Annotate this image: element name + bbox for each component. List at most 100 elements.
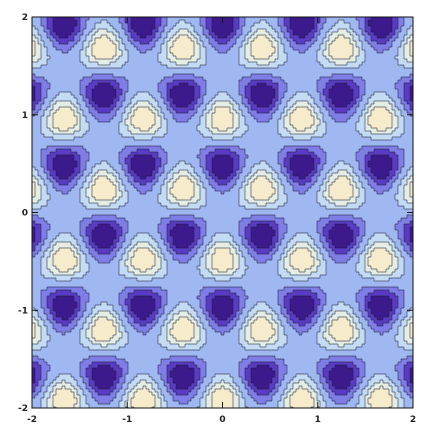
contour-cell [83, 239, 90, 243]
contour-cell [323, 227, 333, 231]
contour-cell [167, 128, 198, 132]
contour-cell [287, 26, 291, 30]
contour-cell [80, 92, 87, 96]
contour-cell [200, 269, 210, 273]
contour-cell [86, 272, 120, 276]
contour-cell [404, 53, 411, 57]
contour-cell [242, 29, 252, 33]
contour-cell [47, 248, 54, 252]
contour-cell [404, 161, 413, 165]
contour-cell [317, 104, 324, 108]
contour-cell [149, 128, 159, 132]
contour-cell [134, 125, 153, 129]
contour-cell [128, 155, 135, 159]
contour-cell [404, 245, 411, 249]
contour-cell [212, 26, 234, 30]
contour-cell [404, 152, 413, 156]
contour-cell [317, 86, 327, 90]
contour-cell [290, 239, 315, 243]
contour-cell [158, 269, 168, 273]
contour-cell [119, 266, 129, 270]
contour-cell [209, 248, 216, 252]
contour-cell [395, 179, 402, 183]
contour-cell [233, 26, 240, 30]
contour-cell [119, 272, 135, 276]
contour-cell [32, 293, 42, 297]
contour-cell [47, 20, 54, 24]
contour-cell [86, 50, 93, 54]
contour-cell [68, 176, 75, 180]
contour-cell [410, 41, 413, 45]
contour-cell [32, 101, 39, 105]
contour-cell [404, 149, 413, 153]
contour-cell [173, 86, 195, 90]
contour-cell [188, 83, 198, 87]
contour-cell [308, 149, 324, 153]
contour-cell [392, 44, 402, 48]
contour-cell [398, 119, 405, 123]
contour-cell [203, 44, 213, 48]
contour-cell [278, 296, 285, 300]
contour-cell [98, 260, 111, 264]
contour-cell [242, 98, 249, 102]
contour-cell [80, 38, 87, 42]
contour-cell [47, 26, 54, 30]
contour-cell [359, 95, 363, 99]
contour-cell [209, 269, 219, 273]
contour-cell [107, 302, 120, 306]
contour-cell [131, 239, 156, 243]
contour-cell [41, 92, 48, 96]
contour-cell [410, 74, 413, 78]
contour-cell [281, 167, 288, 171]
contour-cell [113, 248, 120, 252]
contour-cell [194, 113, 204, 117]
contour-cell [356, 101, 360, 105]
contour-cell [47, 167, 54, 171]
contour-cell [158, 101, 165, 105]
contour-cell [251, 26, 273, 30]
contour-cell [38, 32, 48, 36]
contour-cell [77, 107, 81, 111]
contour-cell [398, 299, 405, 303]
contour-cell [122, 41, 132, 45]
contour-cell [200, 86, 207, 90]
contour-cell [365, 29, 372, 33]
contour-cell [251, 107, 273, 111]
contour-cell [86, 119, 99, 123]
contour-cell [161, 236, 168, 240]
contour-cell [275, 245, 279, 249]
contour-cell [56, 242, 72, 246]
contour-cell [170, 230, 195, 234]
contour-cell [365, 56, 396, 60]
contour-cell [200, 206, 246, 210]
contour-cell [50, 83, 81, 87]
contour-cell [407, 59, 413, 63]
contour-cell [362, 239, 369, 243]
contour-cell [50, 170, 57, 174]
contour-cell [89, 248, 96, 252]
contour-cell [35, 89, 42, 93]
contour-cell [365, 116, 369, 120]
contour-cell [86, 188, 93, 192]
contour-cell [197, 239, 204, 243]
contour-cell [251, 50, 276, 54]
contour-cell [329, 236, 354, 240]
contour-cell [236, 128, 249, 132]
contour-cell [41, 260, 48, 264]
contour-cell [335, 251, 348, 255]
contour-cell [389, 110, 396, 114]
contour-cell [299, 176, 306, 180]
contour-cell [206, 113, 213, 117]
contour-cell [131, 131, 156, 135]
contour-cell [320, 161, 327, 165]
contour-cell [227, 92, 240, 96]
contour-cell [290, 176, 300, 180]
contour-cell [212, 302, 234, 306]
contour-cell [374, 92, 387, 96]
contour-cell [134, 236, 153, 240]
contour-cell [278, 293, 288, 297]
contour-cell [206, 23, 213, 27]
contour-cell [32, 47, 36, 51]
contour-cell [149, 107, 156, 111]
contour-cell [371, 272, 393, 276]
